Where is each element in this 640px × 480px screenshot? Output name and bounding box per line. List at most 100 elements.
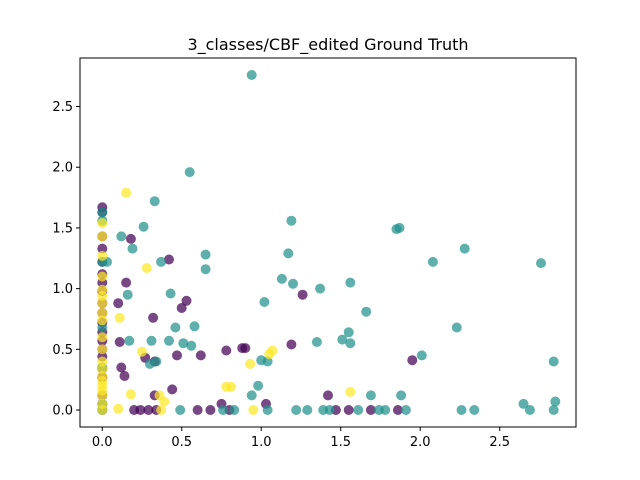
- data-point: [156, 256, 167, 267]
- data-point: [400, 405, 411, 415]
- data-point: [394, 222, 405, 233]
- data-point: [159, 396, 170, 407]
- x-tick-label: 0.5: [171, 435, 192, 450]
- data-point: [343, 405, 354, 415]
- x-tick-label: 1.0: [251, 435, 272, 450]
- data-point: [343, 327, 354, 338]
- data-point: [97, 356, 108, 367]
- data-point: [548, 356, 559, 367]
- data-point: [184, 167, 195, 178]
- data-point: [205, 405, 216, 415]
- data-point: [178, 338, 189, 349]
- data-point: [97, 322, 108, 333]
- data-point: [114, 312, 125, 323]
- data-point: [97, 363, 108, 374]
- chart-title: 3_classes/CBF_edited Ground Truth: [187, 35, 468, 55]
- data-point: [113, 298, 124, 309]
- data-point: [127, 243, 138, 254]
- data-point: [396, 390, 407, 401]
- data-point: [451, 322, 462, 333]
- data-point: [97, 315, 108, 326]
- data-point: [192, 405, 203, 415]
- data-point: [97, 290, 108, 301]
- data-point: [149, 196, 160, 207]
- data-point: [124, 335, 135, 346]
- data-point: [291, 405, 302, 415]
- y-tick-label: 2.0: [52, 161, 73, 176]
- data-point: [407, 355, 418, 366]
- x-tick-label: 2.0: [410, 435, 431, 450]
- data-point: [548, 405, 559, 415]
- data-point: [156, 405, 167, 415]
- data-point: [365, 390, 376, 401]
- data-point: [97, 307, 108, 318]
- data-point: [226, 381, 236, 392]
- y-axis: 0.0 0.5 1.0 1.5 2.0 2.5: [52, 100, 80, 419]
- data-point: [288, 278, 298, 289]
- data-point: [345, 338, 356, 349]
- data-point: [240, 343, 251, 354]
- data-point: [97, 243, 108, 254]
- data-point: [200, 249, 211, 260]
- data-point: [97, 332, 108, 343]
- data-point: [97, 298, 108, 309]
- data-point: [97, 218, 108, 229]
- data-point: [337, 334, 348, 345]
- data-point: [253, 380, 264, 391]
- data-point: [456, 405, 467, 415]
- data-point: [259, 297, 270, 307]
- data-point: [135, 405, 146, 415]
- data-point: [113, 403, 124, 414]
- points-layer: [97, 70, 561, 415]
- data-point: [345, 386, 356, 397]
- data-point: [164, 254, 174, 265]
- data-point: [97, 271, 108, 282]
- x-tick-label: 1.5: [330, 435, 351, 450]
- data-point: [286, 339, 297, 350]
- data-point: [97, 344, 108, 355]
- data-point: [297, 289, 308, 300]
- data-point: [518, 398, 529, 409]
- data-point: [353, 405, 364, 415]
- data-point: [121, 277, 132, 288]
- data-point: [172, 350, 182, 361]
- data-point: [165, 288, 176, 299]
- data-point: [176, 303, 187, 313]
- data-point: [143, 405, 154, 415]
- data-point: [97, 231, 108, 242]
- data-point: [137, 346, 147, 357]
- data-point: [469, 405, 480, 415]
- data-point: [148, 312, 159, 323]
- data-point: [246, 390, 257, 401]
- data-point: [119, 371, 130, 381]
- data-point: [125, 233, 136, 244]
- data-point: [459, 243, 470, 254]
- y-tick-label: 0.0: [52, 404, 73, 419]
- plot-frame: [79, 57, 577, 428]
- data-point: [536, 258, 546, 269]
- data-point: [97, 405, 108, 415]
- data-point: [246, 70, 257, 80]
- y-tick-label: 1.5: [52, 221, 73, 236]
- data-point: [200, 264, 211, 275]
- data-point: [175, 405, 186, 415]
- data-point: [116, 362, 127, 373]
- data-point: [365, 405, 376, 415]
- data-point: [315, 283, 326, 294]
- data-point: [392, 405, 403, 415]
- data-point: [164, 335, 174, 346]
- data-point: [245, 358, 256, 369]
- data-point: [276, 273, 287, 284]
- data-point: [195, 350, 206, 361]
- data-point: [380, 405, 391, 415]
- data-point: [121, 187, 132, 198]
- data-point: [345, 277, 356, 288]
- data-point: [229, 405, 240, 415]
- data-point: [427, 256, 438, 267]
- data-point: [125, 389, 136, 400]
- y-tick-label: 0.5: [52, 343, 73, 358]
- data-point: [416, 350, 427, 361]
- data-point: [248, 405, 259, 415]
- data-point: [221, 345, 232, 356]
